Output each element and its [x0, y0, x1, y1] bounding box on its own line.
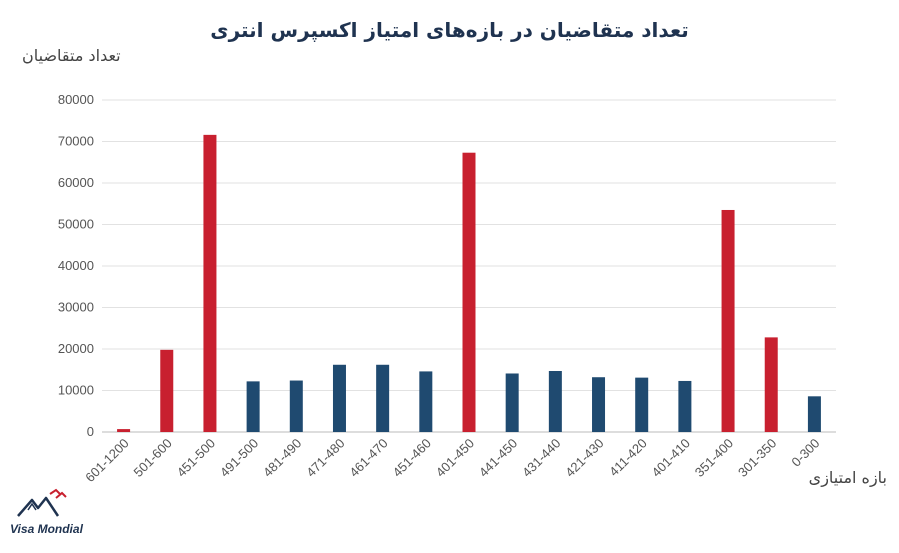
bar [160, 349, 174, 432]
y-axis-label: تعداد متقاضیان [22, 46, 121, 65]
bar [203, 134, 217, 433]
x-tick-label: 471-480 [303, 436, 347, 480]
x-tick-label: 411-420 [606, 436, 650, 480]
x-tick-label: 451-500 [174, 436, 218, 480]
x-tick-label: 461-470 [346, 436, 390, 480]
x-tick-label: 401-450 [433, 436, 477, 480]
y-tick-label: 80000 [58, 92, 94, 107]
bar [505, 373, 519, 432]
x-tick-label: 491-500 [217, 436, 261, 480]
x-tick-label: 351-400 [692, 436, 736, 480]
y-tick-label: 10000 [58, 383, 94, 398]
bar [721, 209, 735, 432]
bar [376, 364, 390, 432]
bar [548, 370, 562, 432]
logo-text: Visa Mondial [10, 522, 83, 536]
chart-title: تعداد متقاضیان در بازه‌های امتیاز اکسپرس… [210, 18, 689, 42]
bar [246, 381, 260, 432]
bar [419, 371, 433, 432]
logo-icon [17, 488, 67, 517]
x-tick-label: 401-410 [649, 436, 693, 480]
bar [764, 337, 778, 432]
x-tick-label: 441-450 [476, 436, 520, 480]
bar [332, 364, 346, 432]
bars [117, 134, 821, 433]
y-tick-label: 60000 [58, 175, 94, 190]
y-tick-label: 20000 [58, 341, 94, 356]
x-tick-label: 481-490 [260, 436, 304, 480]
y-tick-label: 30000 [58, 300, 94, 315]
x-tick-label: 451-460 [390, 436, 434, 480]
y-tick-label: 0 [87, 424, 94, 439]
y-tick-label: 70000 [58, 134, 94, 149]
x-tick-label: 301-350 [735, 436, 779, 480]
x-tick-label: 0-300 [788, 436, 822, 470]
y-tick-label: 40000 [58, 258, 94, 273]
bar [635, 377, 649, 432]
bar [117, 429, 131, 432]
x-tick-label: 431-440 [519, 436, 563, 480]
bar [462, 152, 476, 432]
x-tick-label: 601-1200 [82, 436, 131, 485]
bar [678, 380, 692, 432]
y-tick-labels: 0 10000 20000 30000 40000 50000 60000 70000 8000… [58, 92, 94, 439]
x-tick-label: 421-430 [562, 436, 606, 480]
bar [289, 380, 303, 432]
y-tick-label: 50000 [58, 217, 94, 232]
x-tick-labels: 601-1200501-600451-500491-500481-490471-… [82, 436, 822, 485]
bar [592, 377, 606, 432]
x-tick-label: 501-600 [131, 436, 175, 480]
x-axis-label: بازه امتیازی [808, 468, 887, 487]
bar [807, 396, 821, 432]
